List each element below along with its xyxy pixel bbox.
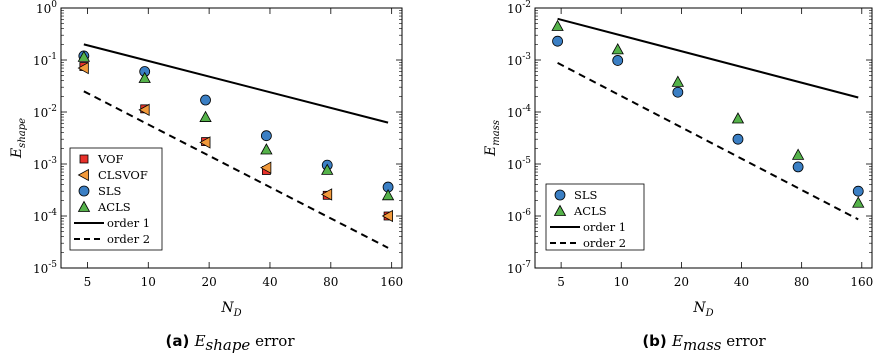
y-tick-label: 10-2 [33,104,57,120]
legend-marker [77,200,91,212]
data-point-acls [551,19,564,31]
legend-marker [554,189,566,201]
x-tick-label: 5 [557,275,565,289]
data-point-acls [381,188,395,201]
x-tick-label: 80 [794,275,809,289]
x-tick-label: 80 [323,275,338,289]
legend-label: order 2 [583,236,626,250]
legend: SLS ACLS order 1 order 2 [545,183,645,251]
data-point-sls [732,133,744,145]
legend-marker [553,204,567,216]
plot-frame [534,7,873,269]
x-tick-label: 5 [84,275,92,289]
legend-marker [78,185,90,197]
legend-box [545,183,645,251]
y-tick-label: 10-5 [507,156,531,172]
data-point-acls [199,110,212,122]
data-point-sls [552,35,563,47]
y-axis-label: Eshape [9,118,28,159]
data-point-acls [138,71,151,83]
x-tick-label: 10 [614,275,629,289]
legend-label: ACLS [97,200,131,214]
data-point-sls [260,130,272,142]
legend-box [69,147,163,251]
data-point-acls [671,75,685,87]
data-point-sls [612,55,624,66]
x-tick-label: 40 [734,275,749,289]
y-tick-label: 10-4 [507,104,531,120]
data-point-clsvof [138,103,150,117]
legend-marker [79,154,89,164]
data-point-sls [672,86,684,98]
reference-line-order-2 [83,90,389,249]
x-tick-label: 20 [201,275,216,289]
x-axis-label: ND [692,300,713,319]
y-tick-label: 10-5 [33,260,57,276]
y-tick-label: 10-2 [507,0,531,16]
data-point-acls [260,143,273,155]
panel-caption: (a) Eshape error [166,332,296,354]
data-point-clsvof [381,209,393,223]
legend-label: ACLS [573,204,607,218]
x-axis-label: ND [220,300,241,319]
data-point-clsvof [320,188,333,201]
x-tick-label: 20 [674,275,689,289]
y-tick-label: 10-7 [507,260,531,276]
x-tick-label: 160 [850,275,873,289]
data-point-acls [791,148,805,160]
data-point-acls [611,43,624,55]
legend-label: SLS [574,188,598,202]
legend-marker [77,168,89,182]
y-axis-label: Emass [483,120,502,157]
legend-label: VOF [97,152,124,166]
data-point-sls [200,94,211,106]
legend-label: order 1 [583,220,626,234]
legend: VOF CLSVOF SLS ACLS order 1 order 2 [69,147,163,251]
x-tick-label: 160 [380,275,403,289]
panel-caption: (b) Emass error [642,332,766,354]
x-tick-label: 10 [141,275,156,289]
data-point-acls [731,112,745,124]
data-point-clsvof [199,136,211,149]
chart-panel-1: 10-5 10-4 10-3 10-2 10-1 100 5 10 20 40 80 160 ND Esh… [9,0,403,354]
y-tick-label: 10-1 [33,52,57,68]
y-tick-label: 10-4 [33,208,57,224]
data-point-clsvof [260,161,272,174]
y-tick-label: 10-6 [507,208,531,224]
reference-line-order-1 [83,43,389,124]
legend-label: SLS [98,184,122,198]
chart-panel-2: 10-7 10-6 10-5 10-4 10-3 10-2 5 10 20 40 80 160 ND Em… [483,0,873,354]
data-point-sls [792,161,804,173]
data-point-acls [77,50,91,62]
reference-line-order-1 [557,17,859,99]
plot-frame [60,7,403,269]
data-point-acls [321,163,334,175]
y-tick-label: 10-3 [33,156,57,172]
legend-label: order 1 [107,216,150,230]
x-tick-label: 40 [262,275,277,289]
legend-label: order 2 [107,232,150,246]
data-point-acls [852,196,865,208]
reference-line-order-2 [557,61,859,221]
y-tick-label: 100 [36,0,57,16]
data-point-clsvof [77,61,89,75]
y-tick-label: 10-3 [507,52,531,68]
data-point-sls [852,185,864,197]
legend-label: CLSVOF [98,168,148,182]
